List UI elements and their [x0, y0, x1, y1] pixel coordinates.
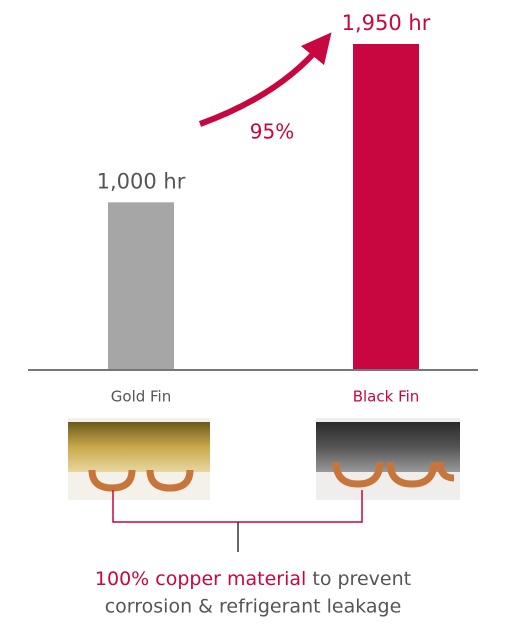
caption-highlight: 100% copper material [95, 568, 306, 590]
category-label: Black Fin [353, 388, 420, 406]
growth-arrow [198, 32, 332, 127]
category-label: Gold Fin [111, 388, 171, 406]
bar [353, 44, 419, 369]
caption-line: 100% copper material to prevent [95, 568, 411, 590]
annotation: 95% [250, 120, 294, 144]
bar [108, 202, 174, 369]
caption-text: to prevent [312, 568, 411, 590]
value-label: 1,000 hr [97, 169, 186, 193]
gold-fin-photo [68, 418, 210, 500]
bracket [112, 490, 363, 552]
caption-line: corrosion & refrigerant leakage [105, 596, 402, 618]
value-label: 1,950 hr [342, 11, 431, 35]
black-fin-photo [316, 418, 460, 500]
